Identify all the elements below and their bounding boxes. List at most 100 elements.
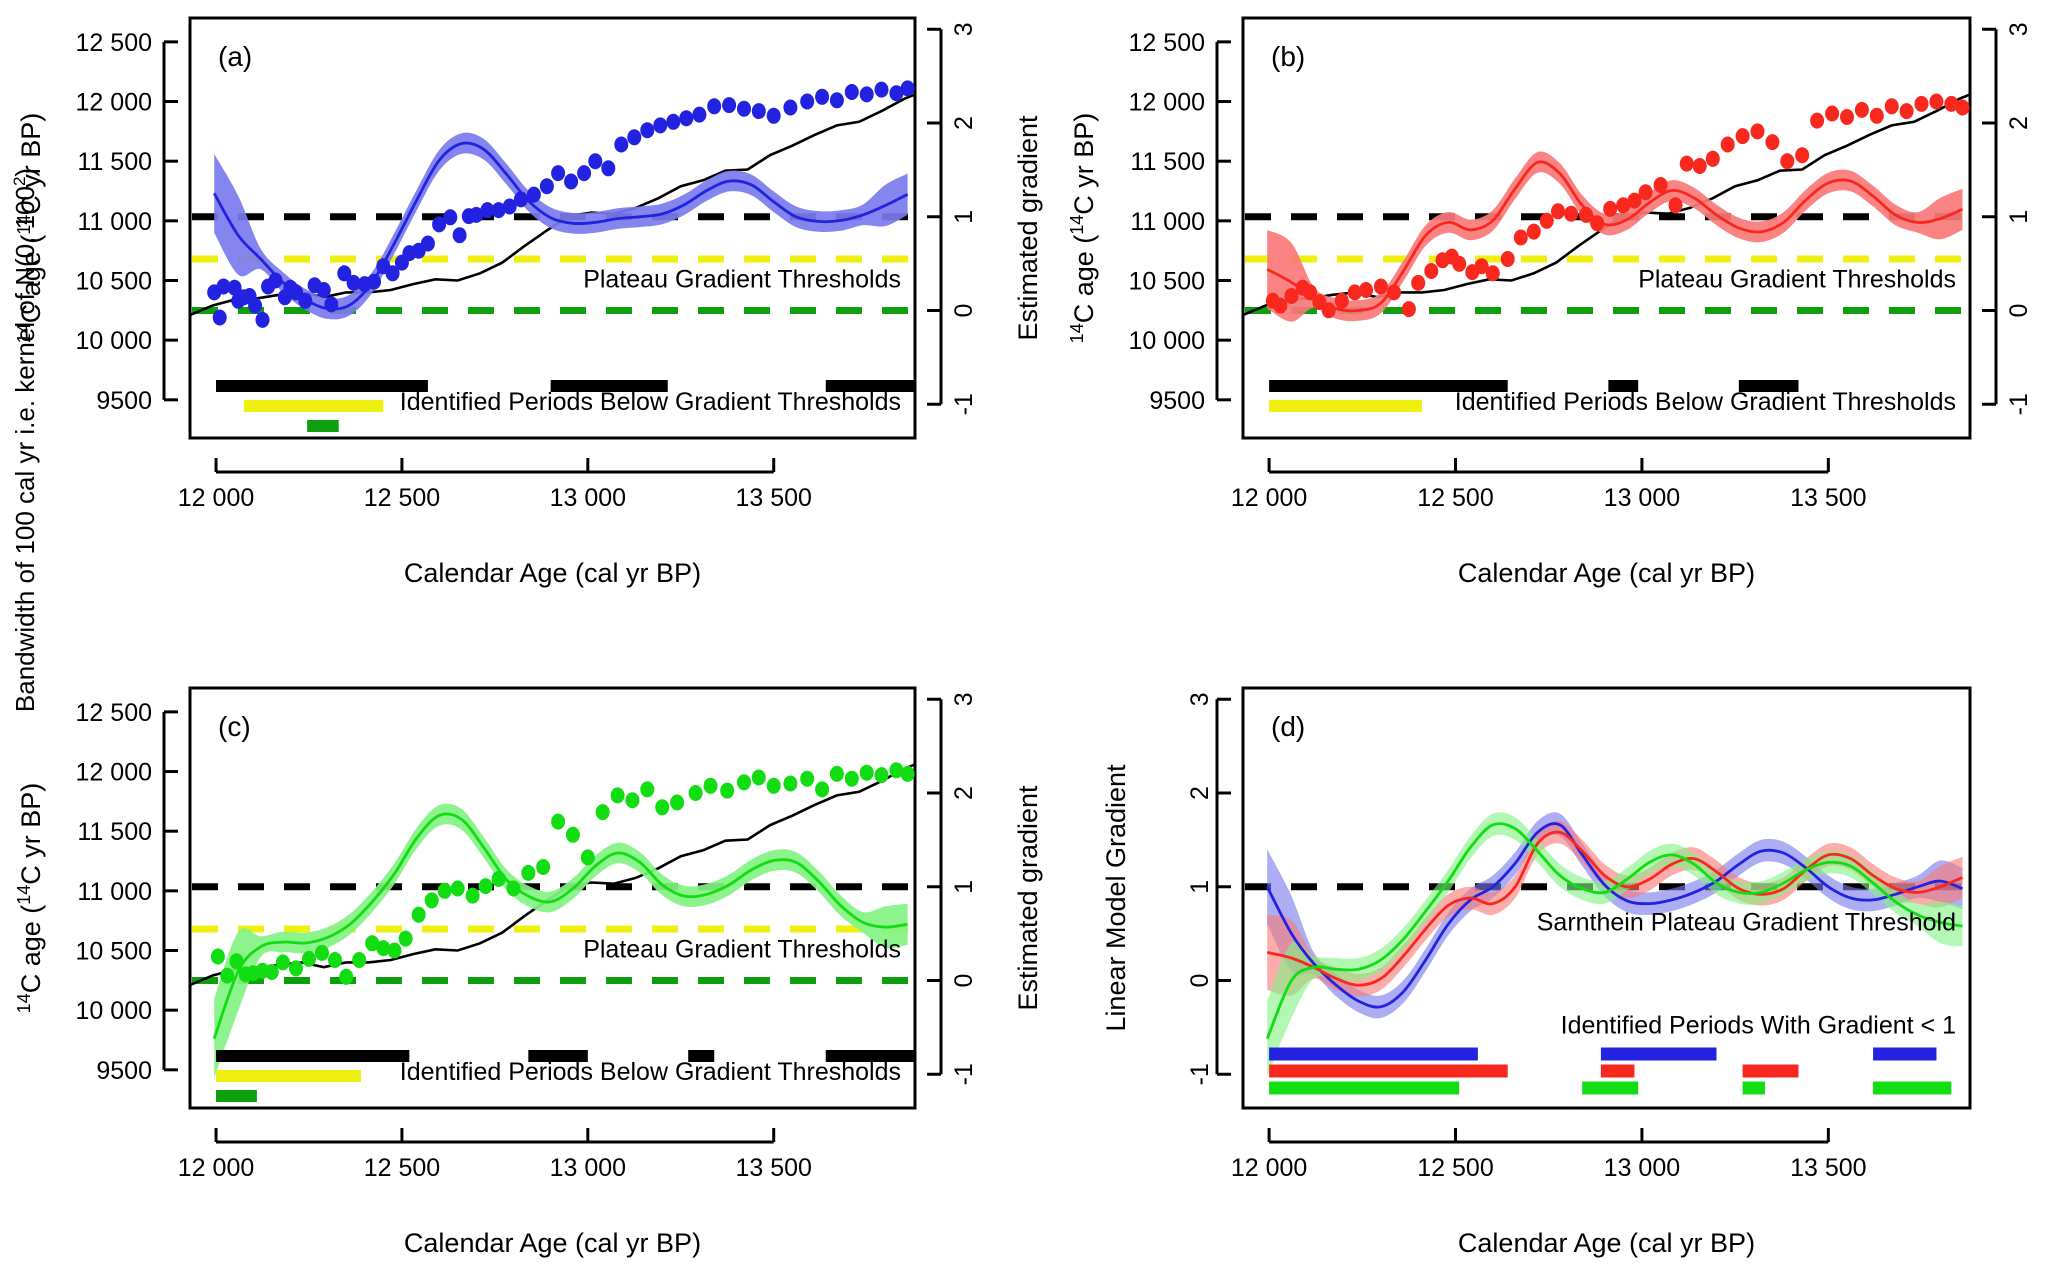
right-tick-label: 2 — [950, 786, 978, 800]
identified-periods-annotation: Identified Periods Below Gradient Thresh… — [1455, 388, 1956, 416]
x-tick-label: 12 000 — [178, 1154, 254, 1182]
x-axis-title: Calendar Age (cal yr BP) — [1458, 1228, 1755, 1258]
gradient-mean-red — [1266, 830, 1964, 987]
right-tick-label: 0 — [950, 974, 978, 988]
threshold-annotation: Plateau Gradient Thresholds — [583, 936, 901, 964]
x-tick-label: 13 500 — [1790, 1154, 1866, 1182]
x-tick-label: 12 000 — [1231, 484, 1307, 512]
y-tick-label: 10 000 — [76, 327, 152, 355]
identified-period-bars — [1269, 380, 1799, 412]
right-tick-label: 0 — [2005, 304, 2033, 318]
y-tick-label: 10 000 — [76, 997, 152, 1025]
right-tick-label: 1 — [950, 210, 978, 224]
gradient-credible-band — [214, 803, 908, 1078]
x-tick-label: 12 500 — [1417, 1154, 1493, 1182]
y-tick-label: 10 500 — [76, 268, 152, 296]
y-tick-label: 11 000 — [1130, 208, 1205, 236]
panel-label: (c) — [218, 711, 251, 742]
y-tick-label: 11 500 — [77, 818, 152, 846]
right-tick-label: 1 — [2005, 210, 2033, 224]
y-tick-label: 12 500 — [1129, 29, 1205, 57]
plot-frame — [188, 16, 917, 440]
gradient-band-green — [1267, 812, 1963, 1077]
identified-period-bars — [1269, 1047, 1952, 1095]
x-tick-label: 12 000 — [1231, 1154, 1307, 1182]
y-tick-label: 12 000 — [76, 759, 152, 787]
y-tick-label: 12 000 — [76, 89, 152, 117]
x-axis-title: Calendar Age (cal yr BP) — [404, 1228, 701, 1258]
sampled-determination-points — [210, 762, 915, 985]
y-tick-label: 9500 — [96, 387, 152, 415]
svg-text:Linear Model Gradient: Linear Model Gradient — [1101, 764, 1131, 1032]
right-tick-label: 2 — [950, 116, 978, 130]
y-tick-label: 11 000 — [77, 208, 152, 236]
right-tick-label: 3 — [2005, 22, 2033, 36]
x-tick-label: 13 000 — [1604, 1154, 1680, 1182]
panel-d: 12 000 12 500 13 000 13 500 Calendar Age (ca… — [1101, 686, 1972, 1258]
gradient-mean-curve — [1266, 160, 1964, 313]
plot-frame — [1241, 686, 1972, 1110]
y-tick-label: 1 — [1186, 880, 1214, 894]
x-tick-label: 13 500 — [1790, 484, 1866, 512]
right-tick-label: 2 — [2005, 116, 2033, 130]
right-tick-label: -1 — [950, 393, 978, 415]
threshold-annotation: Sarnthein Plateau Gradient Threshold — [1537, 908, 1956, 936]
identified-periods-annotation: Identified Periods Below Gradient Thresh… — [400, 1058, 901, 1086]
panel-a: 12 000 12 500 13 000 13 500 Calendar Age (ca… — [14, 16, 1043, 588]
right-axis-title: Estimated gradient — [1013, 785, 1043, 1011]
right-tick-label: -1 — [2005, 393, 2033, 415]
identified-period-bars — [216, 1050, 915, 1102]
y-tick-label: 12 500 — [76, 699, 152, 727]
threshold-annotation: Plateau Gradient Thresholds — [1638, 266, 1956, 294]
y-tick-label: 2 — [1186, 786, 1214, 800]
x-tick-label: 13 500 — [735, 1154, 811, 1182]
x-tick-label: 13 000 — [550, 1154, 626, 1182]
panel-label: (a) — [218, 41, 252, 72]
y-tick-label: 9500 — [96, 1057, 152, 1085]
x-tick-label: 12 000 — [178, 484, 254, 512]
x-tick-label: 13 500 — [735, 484, 811, 512]
panel-label: (d) — [1271, 711, 1305, 742]
y-tick-label: 10 500 — [76, 938, 152, 966]
plot-frame — [1241, 16, 1972, 440]
svg-text:Estimated gradient: Estimated gradient — [1013, 115, 1043, 341]
outer-bandwidth-label: Bandwidth of 100 cal yr i.e. kernel of N… — [10, 168, 41, 712]
y-tick-label: 9500 — [1149, 387, 1205, 415]
gradient-mean-green — [1265, 822, 1963, 1040]
y-tick-label: 12 000 — [1129, 89, 1205, 117]
y-tick-label: 0 — [1186, 974, 1214, 988]
y-tick-label: 10 500 — [1129, 268, 1205, 296]
gradient-credible-band — [214, 132, 908, 320]
right-tick-label: 1 — [950, 880, 978, 894]
panel-b: 12 000 12 500 13 000 13 500 Calendar Age (ca… — [1067, 16, 2033, 588]
right-axis-title: Estimated gradient — [1013, 115, 1043, 341]
y-tick-label: 11 500 — [77, 148, 152, 176]
y-tick-label: 10 000 — [1129, 327, 1205, 355]
x-axis-title: Calendar Age (cal yr BP) — [1458, 558, 1755, 588]
panel-label: (b) — [1271, 41, 1305, 72]
right-tick-label: -1 — [950, 1063, 978, 1085]
identified-period-bars — [216, 380, 915, 432]
x-tick-label: 12 500 — [364, 484, 440, 512]
sampled-determination-points — [1265, 93, 1970, 319]
plot-frame — [188, 686, 917, 1110]
panel-c: 12 000 12 500 13 000 13 500 Calendar Age (ca… — [14, 686, 1043, 1258]
gradient-mean-blue — [1265, 822, 1963, 1009]
svg-text:Estimated gradient: Estimated gradient — [1013, 785, 1043, 1011]
y-tick-label: -1 — [1186, 1063, 1214, 1085]
right-tick-label: 3 — [950, 22, 978, 36]
right-tick-label: 3 — [950, 692, 978, 706]
y-tick-label: 11 000 — [77, 878, 152, 906]
y-tick-label: 11 500 — [1130, 148, 1205, 176]
identified-periods-annotation: Identified Periods With Gradient < 1 — [1561, 1012, 1956, 1040]
x-tick-label: 13 000 — [1604, 484, 1680, 512]
y-tick-label: 3 — [1186, 692, 1214, 706]
y-axis-title: Linear Model Gradient — [1101, 764, 1131, 1032]
x-tick-label: 13 000 — [550, 484, 626, 512]
gradient-mean-curve — [212, 812, 908, 1040]
gradient-band-blue — [1267, 812, 1963, 1019]
x-axis-title: Calendar Age (cal yr BP) — [404, 558, 701, 588]
sampled-determination-points — [207, 80, 915, 328]
